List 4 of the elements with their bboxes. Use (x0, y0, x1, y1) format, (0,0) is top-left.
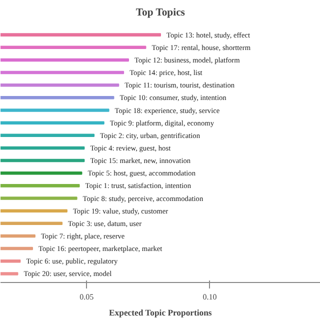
x-tick-label: 0.10 (202, 292, 217, 302)
x-tick-label: 0.05 (80, 292, 94, 302)
chart-title: Top Topics (136, 8, 185, 18)
x-axis-title: Expected Topic Proportions (109, 308, 212, 318)
